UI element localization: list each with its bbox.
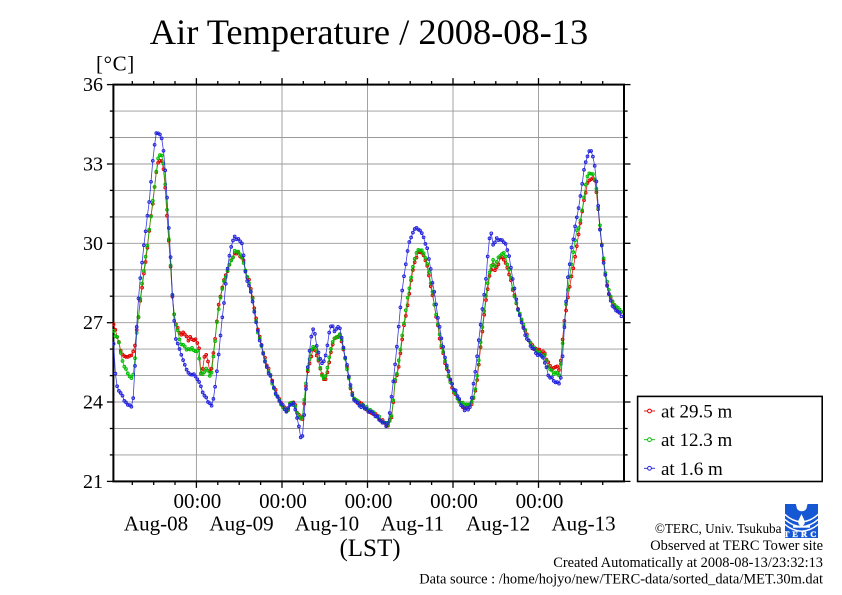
svg-text:Aug-10: Aug-10 [295,512,359,536]
svg-text:Air Temperature / 2008-08-13: Air Temperature / 2008-08-13 [150,12,588,52]
svg-text:at 29.5 m: at 29.5 m [661,402,732,423]
svg-text:at 1.6 m: at 1.6 m [661,459,723,480]
svg-text:30: 30 [83,233,103,255]
svg-text:(LST): (LST) [339,535,400,562]
svg-text:33: 33 [83,154,103,176]
svg-text:©TERC, Univ. Tsukuba: ©TERC, Univ. Tsukuba [655,521,782,536]
svg-text:Aug-11: Aug-11 [381,512,444,536]
svg-text:00:00: 00:00 [516,489,564,513]
svg-text:Created Automatically at 2008-: Created Automatically at 2008-08-13/23:3… [553,555,823,571]
svg-text:36: 36 [83,74,103,96]
svg-text:27: 27 [83,312,103,334]
svg-text:00:00: 00:00 [430,489,478,513]
svg-text:Observed at TERC Tower site: Observed at TERC Tower site [650,538,823,554]
svg-text:Aug-08: Aug-08 [124,512,188,536]
svg-text:Aug-13: Aug-13 [552,512,616,536]
svg-text:Aug-12: Aug-12 [466,512,530,536]
svg-text:[°C]: [°C] [96,52,135,76]
svg-text:TERC: TERC [784,529,820,539]
svg-text:00:00: 00:00 [259,489,307,513]
svg-text:24: 24 [83,392,103,414]
svg-text:Aug-09: Aug-09 [209,512,273,536]
svg-text:00:00: 00:00 [345,489,393,513]
svg-text:00:00: 00:00 [173,489,221,513]
svg-text:Data source : /home/hojyo/new/: Data source : /home/hojyo/new/TERC-data/… [419,571,823,587]
svg-text:21: 21 [83,471,103,493]
svg-text:at 12.3 m: at 12.3 m [661,430,732,451]
